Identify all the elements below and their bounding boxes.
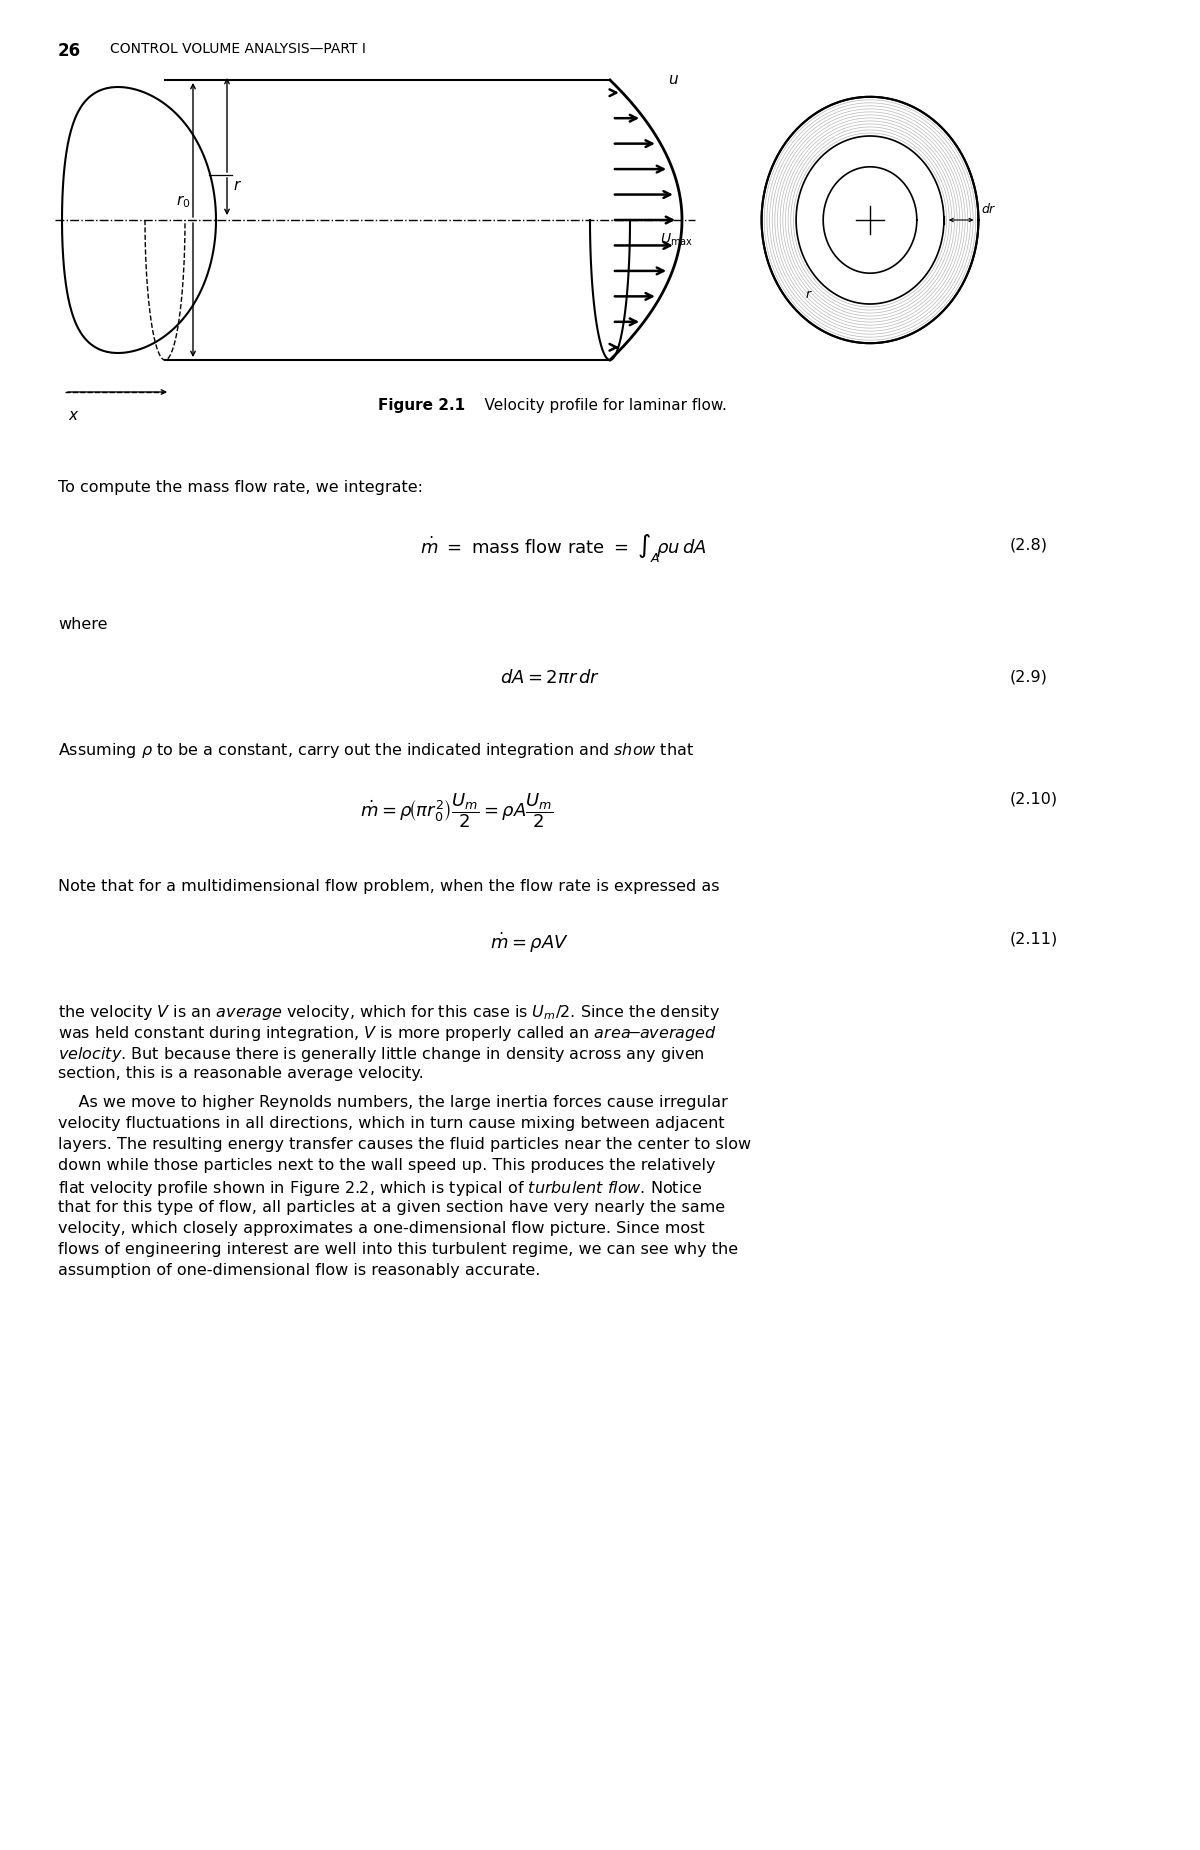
Text: Assuming $\rho$ to be a constant, carry out the indicated integration and $\math: Assuming $\rho$ to be a constant, carry …: [58, 742, 694, 760]
Text: $U_{\rm max}$: $U_{\rm max}$: [660, 231, 694, 248]
Text: $\dot{m}\ =\ \mathrm{mass\ flow\ rate}\ =\ \int_A \!\rho u\, dA$: $\dot{m}\ =\ \mathrm{mass\ flow\ rate}\ …: [420, 533, 707, 564]
Text: flat velocity profile shown in Figure 2.2, which is typical of $\mathit{turbulen: flat velocity profile shown in Figure 2.…: [58, 1178, 702, 1199]
Text: velocity fluctuations in all directions, which in turn cause mixing between adja: velocity fluctuations in all directions,…: [58, 1116, 725, 1130]
Text: Figure 2.1: Figure 2.1: [378, 398, 466, 413]
Text: $x$: $x$: [68, 409, 79, 424]
Text: down while those particles next to the wall speed up. This produces the relative: down while those particles next to the w…: [58, 1158, 715, 1173]
Text: As we move to higher Reynolds numbers, the large inertia forces cause irregular: As we move to higher Reynolds numbers, t…: [58, 1095, 728, 1110]
Text: $\dot{m} = \rho A V$: $\dot{m} = \rho A V$: [490, 931, 569, 955]
Text: CONTROL VOLUME ANALYSIS—PART I: CONTROL VOLUME ANALYSIS—PART I: [110, 43, 366, 56]
Text: the velocity $V$ is an $\mathit{average}$ velocity, which for this case is $U_m/: the velocity $V$ is an $\mathit{average}…: [58, 1003, 720, 1021]
Text: (2.9): (2.9): [1010, 670, 1048, 684]
Text: was held constant during integration, $V$ is more properly called an $\mathit{ar: was held constant during integration, $V…: [58, 1025, 716, 1043]
Text: section, this is a reasonable average velocity.: section, this is a reasonable average ve…: [58, 1066, 424, 1080]
Text: $r$: $r$: [233, 178, 242, 192]
Text: layers. The resulting energy transfer causes the fluid particles near the center: layers. The resulting energy transfer ca…: [58, 1138, 751, 1153]
Text: $dr$: $dr$: [982, 202, 997, 216]
Text: velocity, which closely approximates a one-dimensional flow picture. Since most: velocity, which closely approximates a o…: [58, 1221, 704, 1236]
Text: $u$: $u$: [668, 72, 679, 87]
Text: (2.11): (2.11): [1010, 931, 1058, 945]
Text: To compute the mass flow rate, we integrate:: To compute the mass flow rate, we integr…: [58, 479, 424, 496]
Text: assumption of one-dimensional flow is reasonably accurate.: assumption of one-dimensional flow is re…: [58, 1264, 540, 1278]
Text: $\dot{m} = \rho\!\left(\pi r_0^2\right)\dfrac{U_m}{2} = \rho A \dfrac{U_m}{2}$: $\dot{m} = \rho\!\left(\pi r_0^2\right)\…: [360, 792, 553, 829]
Text: $dA = 2\pi r\, dr$: $dA = 2\pi r\, dr$: [500, 670, 600, 686]
Text: $\mathit{velocity}$. But because there is generally little change in density acr: $\mathit{velocity}$. But because there i…: [58, 1045, 704, 1064]
Text: $r$: $r$: [805, 289, 814, 302]
Text: (2.8): (2.8): [1010, 536, 1048, 551]
Text: $r_0$: $r_0$: [175, 194, 190, 211]
Text: Velocity profile for laminar flow.: Velocity profile for laminar flow.: [466, 398, 727, 413]
Text: flows of engineering interest are well into this turbulent regime, we can see wh: flows of engineering interest are well i…: [58, 1241, 738, 1256]
Text: Note that for a multidimensional flow problem, when the flow rate is expressed a: Note that for a multidimensional flow pr…: [58, 879, 720, 894]
Text: 26: 26: [58, 43, 82, 59]
Text: where: where: [58, 618, 108, 633]
Text: that for this type of flow, all particles at a given section have very nearly th: that for this type of flow, all particle…: [58, 1201, 725, 1215]
Text: (2.10): (2.10): [1010, 792, 1058, 807]
